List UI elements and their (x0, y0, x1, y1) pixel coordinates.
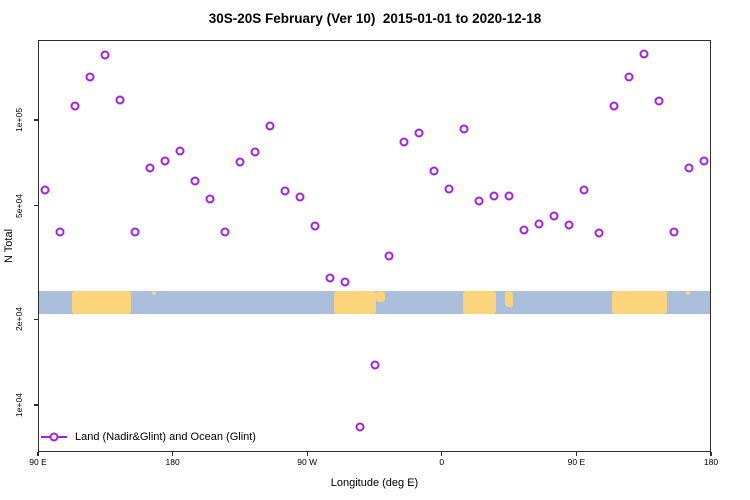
data-point (684, 163, 694, 173)
data-point (399, 137, 409, 147)
data-point (340, 277, 350, 287)
map-strip-land-africa (462, 291, 496, 314)
x-axis-title: Longitude (deg E) (330, 477, 419, 489)
x-tick-label: 90 E (567, 457, 586, 467)
data-point (579, 185, 589, 195)
data-point (504, 191, 514, 201)
y-tick (34, 205, 38, 207)
data-point (145, 163, 155, 173)
data-point (190, 176, 200, 186)
x-tick (441, 452, 443, 456)
data-point (280, 186, 290, 196)
data-point (370, 360, 379, 370)
data-point (414, 128, 424, 138)
data-point (130, 227, 140, 237)
data-point (564, 220, 574, 230)
map-strip-land-new-caledonia (151, 291, 157, 296)
legend-label: Land (Nadir&Glint) and Ocean (Glint) (75, 431, 256, 443)
x-tick (172, 452, 174, 456)
x-tick (710, 452, 712, 456)
x-tick-label: 0 (439, 457, 445, 467)
x-tick-label: 180 (703, 457, 719, 467)
data-point (444, 184, 454, 194)
data-point (384, 251, 394, 261)
map-strip-land-south-america (334, 291, 376, 314)
map-strip-land-south-america-east (375, 291, 385, 303)
map-strip-land-new-caledonia-2 (685, 291, 691, 296)
data-point (250, 147, 260, 157)
data-point (549, 211, 559, 221)
chart-title: 30S-20S February (Ver 10) 2015-01-01 to … (208, 11, 542, 26)
x-tick (575, 452, 577, 456)
data-point (220, 227, 230, 237)
x-tick-label: 90 E (29, 457, 47, 467)
data-point (699, 156, 709, 166)
y-tick-label: 1e+05 (14, 108, 24, 132)
data-point (40, 185, 50, 195)
x-tick (306, 452, 308, 456)
x-tick-label: 90 W (297, 457, 318, 467)
y-tick (34, 404, 38, 406)
data-point (519, 225, 529, 235)
data-point (160, 156, 170, 166)
y-axis-title: N Total (3, 228, 15, 264)
data-point (474, 196, 484, 206)
data-point (639, 49, 649, 59)
data-point (85, 72, 95, 82)
y-tick-label: 1e+04 (14, 393, 24, 417)
data-point (624, 72, 634, 82)
x-tick-label: 180 (165, 457, 180, 467)
legend: Land (Nadir&Glint) and Ocean (Glint) (41, 430, 256, 444)
data-point (115, 95, 125, 105)
y-tick-label: 5e+04 (14, 193, 24, 218)
data-point (310, 221, 320, 231)
map-strip-land-madagascar (505, 291, 513, 308)
data-point (355, 422, 365, 432)
data-point (459, 124, 469, 134)
data-point (534, 219, 544, 229)
data-point (175, 146, 185, 156)
data-point (55, 227, 65, 237)
data-point (295, 192, 305, 202)
data-point (429, 166, 439, 176)
data-point (609, 101, 619, 111)
data-point (100, 50, 110, 60)
x-tick (37, 452, 39, 456)
y-tick-label: 2e+04 (14, 307, 24, 332)
legend-line (41, 432, 67, 442)
data-point (654, 96, 664, 106)
data-point (594, 228, 604, 238)
open-circle-marker-icon (49, 432, 59, 442)
y-tick (34, 119, 38, 121)
data-point (265, 121, 275, 131)
data-point (70, 101, 80, 111)
data-point (325, 273, 335, 283)
map-strip-land-australia-2 (612, 291, 667, 314)
data-point (235, 157, 245, 167)
data-point (669, 227, 679, 237)
map-strip-land-australia (72, 291, 132, 314)
data-point (489, 191, 499, 201)
data-point (205, 194, 215, 204)
y-tick (34, 318, 38, 320)
